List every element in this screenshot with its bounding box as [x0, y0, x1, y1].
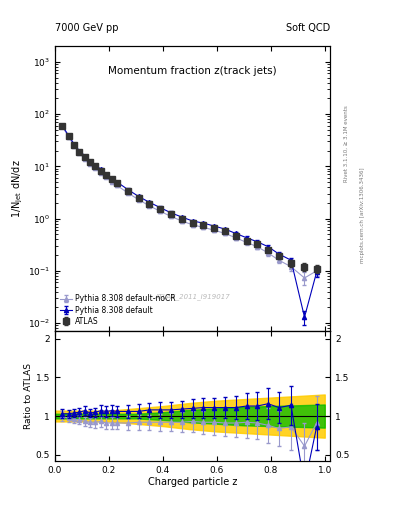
Y-axis label: Ratio to ATLAS: Ratio to ATLAS	[24, 363, 33, 429]
Text: ATLAS_2011_I919017: ATLAS_2011_I919017	[155, 293, 230, 301]
Y-axis label: 1/N$_\mathregular{jet}$ dN/dz: 1/N$_\mathregular{jet}$ dN/dz	[11, 159, 25, 218]
Text: mcplots.cern.ch [arXiv:1306.3436]: mcplots.cern.ch [arXiv:1306.3436]	[360, 167, 365, 263]
Text: Rivet 3.1.10, ≥ 3.1M events: Rivet 3.1.10, ≥ 3.1M events	[344, 105, 349, 182]
Legend: Pythia 8.308 default-noCR, Pythia 8.308 default, ATLAS: Pythia 8.308 default-noCR, Pythia 8.308 …	[59, 293, 177, 327]
Text: 7000 GeV pp: 7000 GeV pp	[55, 23, 119, 33]
Text: Momentum fraction z(track jets): Momentum fraction z(track jets)	[108, 66, 277, 76]
X-axis label: Charged particle z: Charged particle z	[148, 477, 237, 487]
Text: Soft QCD: Soft QCD	[286, 23, 330, 33]
